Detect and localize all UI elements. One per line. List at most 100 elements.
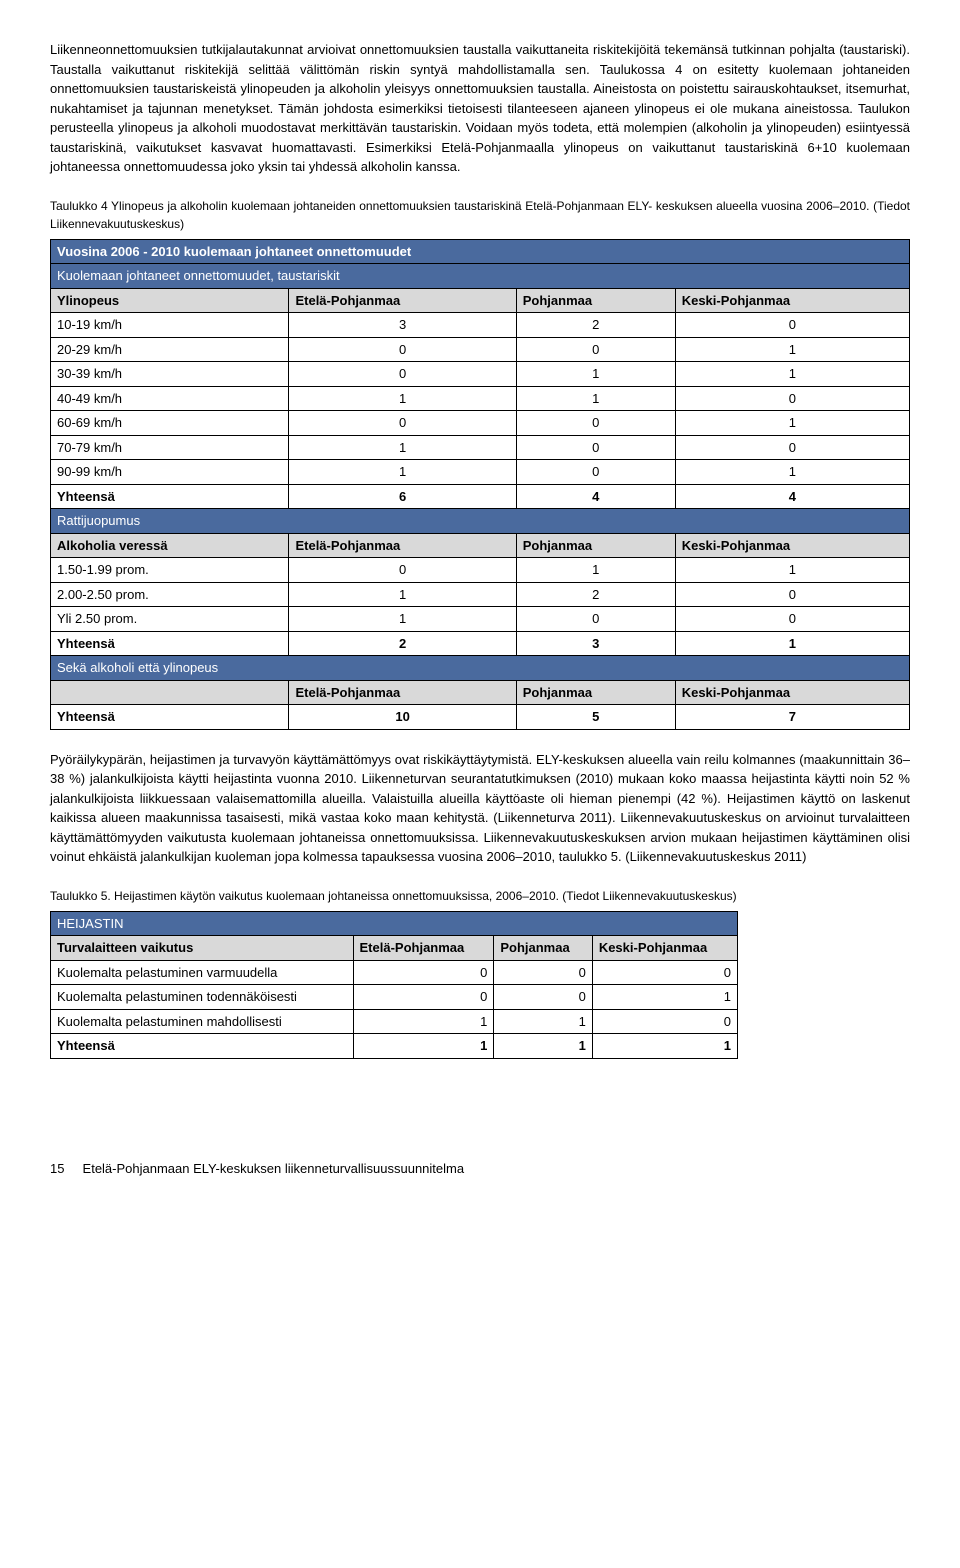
table-row: 40-49 km/h110: [51, 386, 910, 411]
cell: 7: [675, 705, 909, 730]
cell: 6: [289, 484, 516, 509]
table5-title: HEIJASTIN: [51, 911, 738, 936]
cell: 0: [516, 411, 675, 436]
cell: 70-79 km/h: [51, 435, 289, 460]
cell: Yhteensä: [51, 1034, 354, 1059]
table4-both-header: Sekä alkoholi että ylinopeus: [51, 656, 910, 681]
cell: 1: [494, 1009, 592, 1034]
cell: 0: [516, 337, 675, 362]
cell: 90-99 km/h: [51, 460, 289, 485]
table4: Vuosina 2006 - 2010 kuolemaan johtaneet …: [50, 239, 910, 730]
col-header: Pohjanmaa: [516, 533, 675, 558]
cell: 2: [289, 631, 516, 656]
cell: 40-49 km/h: [51, 386, 289, 411]
table-row: 90-99 km/h101: [51, 460, 910, 485]
cell: 1: [675, 558, 909, 583]
cell: Kuolemalta pelastuminen mahdollisesti: [51, 1009, 354, 1034]
page-footer: 15 Etelä-Pohjanmaan ELY-keskuksen liiken…: [50, 1159, 910, 1179]
cell: 10-19 km/h: [51, 313, 289, 338]
table-row: 30-39 km/h011: [51, 362, 910, 387]
table-row: 2.00-2.50 prom.120: [51, 582, 910, 607]
paragraph-1: Liikenneonnettomuuksien tutkijalautakunn…: [50, 40, 910, 177]
cell: 0: [675, 582, 909, 607]
cell: 1: [494, 1034, 592, 1059]
table-row: Kuolemalta pelastuminen todennäköisesti0…: [51, 985, 738, 1010]
cell: 1: [516, 558, 675, 583]
cell: 1: [592, 1034, 737, 1059]
table-row: Kuolemalta pelastuminen varmuudella000: [51, 960, 738, 985]
cell: 0: [675, 607, 909, 632]
col-header: Keski-Pohjanmaa: [592, 936, 737, 961]
cell: 1: [516, 386, 675, 411]
cell: 0: [675, 386, 909, 411]
cell: 1: [675, 362, 909, 387]
cell: 0: [353, 985, 494, 1010]
cell: 0: [494, 985, 592, 1010]
page-number: 15: [50, 1161, 64, 1176]
table-row-total: Yhteensä 6 4 4: [51, 484, 910, 509]
cell: Yhteensä: [51, 705, 289, 730]
cell: 1: [592, 985, 737, 1010]
col-header: Etelä-Pohjanmaa: [289, 533, 516, 558]
cell: 1: [675, 337, 909, 362]
cell: 1: [289, 460, 516, 485]
col-header: [51, 680, 289, 705]
table4-ratti-header: Rattijuopumus: [51, 509, 910, 534]
cell: 4: [675, 484, 909, 509]
cell: 0: [675, 435, 909, 460]
col-header: Pohjanmaa: [516, 288, 675, 313]
table4-caption: Taulukko 4 Ylinopeus ja alkoholin kuolem…: [50, 197, 910, 233]
cell: 1: [516, 362, 675, 387]
cell: 0: [675, 313, 909, 338]
col-header: Pohjanmaa: [494, 936, 592, 961]
cell: 3: [289, 313, 516, 338]
cell: 5: [516, 705, 675, 730]
col-header: Etelä-Pohjanmaa: [353, 936, 494, 961]
table4-alc-headers: Alkoholia veressä Etelä-Pohjanmaa Pohjan…: [51, 533, 910, 558]
col-header: Turvalaitteen vaikutus: [51, 936, 354, 961]
cell: 0: [516, 460, 675, 485]
table4-both-cols: Etelä-Pohjanmaa Pohjanmaa Keski-Pohjanma…: [51, 680, 910, 705]
col-header: Etelä-Pohjanmaa: [289, 680, 516, 705]
table-row: 70-79 km/h100: [51, 435, 910, 460]
table-row: Yli 2.50 prom.100: [51, 607, 910, 632]
cell: 1: [353, 1034, 494, 1059]
cell: 20-29 km/h: [51, 337, 289, 362]
cell: 0: [494, 960, 592, 985]
table-row: 60-69 km/h001: [51, 411, 910, 436]
cell: 1: [353, 1009, 494, 1034]
cell: Yli 2.50 prom.: [51, 607, 289, 632]
table4-title: Vuosina 2006 - 2010 kuolemaan johtaneet …: [51, 239, 910, 264]
table5: HEIJASTIN Turvalaitteen vaikutus Etelä-P…: [50, 911, 738, 1059]
col-header: Ylinopeus: [51, 288, 289, 313]
cell: 1: [675, 460, 909, 485]
col-header: Keski-Pohjanmaa: [675, 288, 909, 313]
cell: Kuolemalta pelastuminen todennäköisesti: [51, 985, 354, 1010]
table-row: 1.50-1.99 prom.011: [51, 558, 910, 583]
cell: 4: [516, 484, 675, 509]
table-row: 20-29 km/h001: [51, 337, 910, 362]
table-row: 10-19 km/h320: [51, 313, 910, 338]
table-row: Kuolemalta pelastuminen mahdollisesti110: [51, 1009, 738, 1034]
table-row-total: Yhteensä 1 1 1: [51, 1034, 738, 1059]
cell: 3: [516, 631, 675, 656]
table-row-total: Yhteensä 2 3 1: [51, 631, 910, 656]
col-header: Keski-Pohjanmaa: [675, 680, 909, 705]
table4-subtitle: Kuolemaan johtaneet onnettomuudet, taust…: [51, 264, 910, 289]
cell: 1: [675, 631, 909, 656]
cell: 0: [353, 960, 494, 985]
table-row-total: Yhteensä 10 5 7: [51, 705, 910, 730]
footer-text: Etelä-Pohjanmaan ELY-keskuksen liikennet…: [83, 1161, 465, 1176]
col-header: Etelä-Pohjanmaa: [289, 288, 516, 313]
cell: 2: [516, 582, 675, 607]
paragraph-2: Pyöräilykypärän, heijastimen ja turvavyö…: [50, 750, 910, 867]
col-header: Alkoholia veressä: [51, 533, 289, 558]
cell: 0: [289, 558, 516, 583]
cell: 1.50-1.99 prom.: [51, 558, 289, 583]
cell: 0: [516, 607, 675, 632]
cell: 0: [289, 362, 516, 387]
cell: 2: [516, 313, 675, 338]
cell: 0: [289, 337, 516, 362]
cell: 2.00-2.50 prom.: [51, 582, 289, 607]
col-header: Pohjanmaa: [516, 680, 675, 705]
